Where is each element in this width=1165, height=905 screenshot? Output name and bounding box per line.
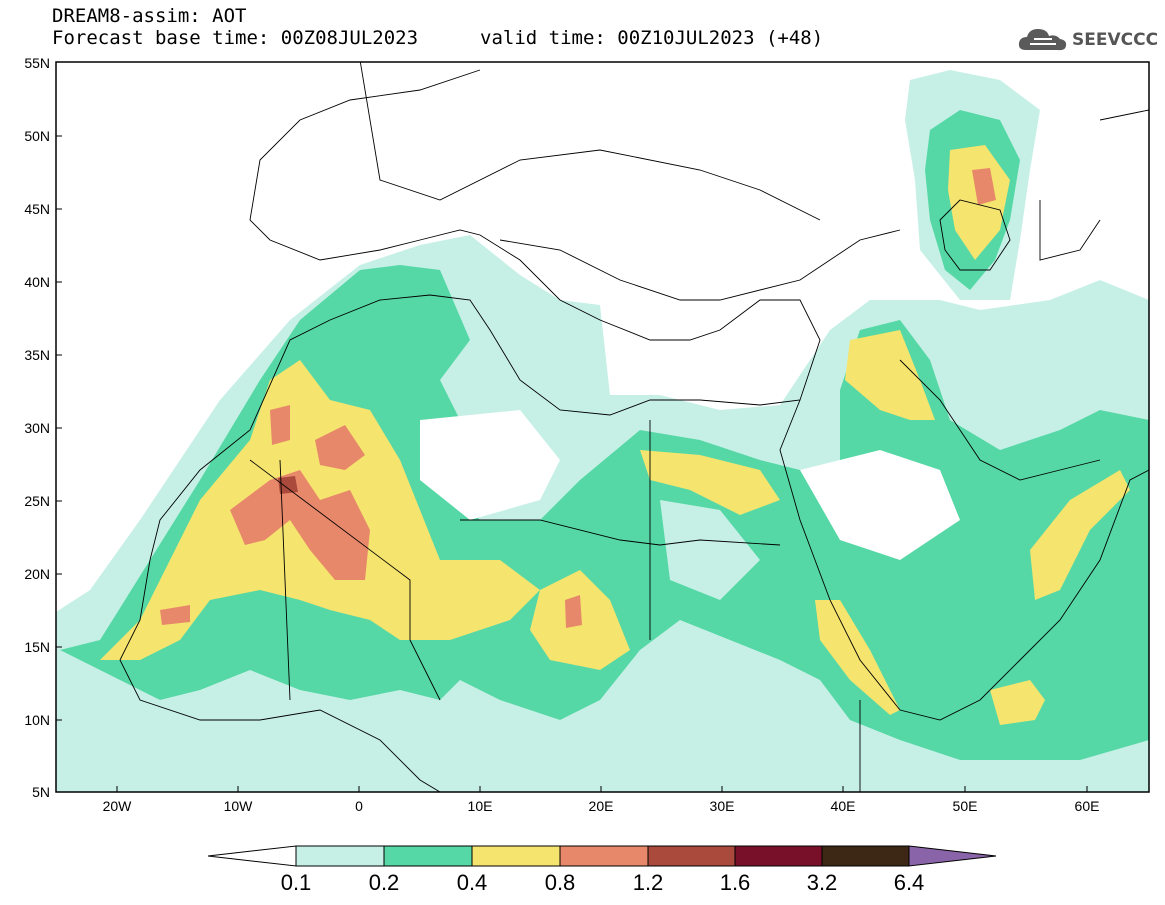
- lat-label: 45N: [24, 201, 50, 217]
- colorbar-high-arrow: [908, 845, 997, 867]
- forecast-base-time: Forecast base time: 00Z08JUL2023: [52, 27, 419, 49]
- lat-label: 5N: [32, 784, 50, 800]
- colorbar-bin: [383, 845, 473, 867]
- lat-label: 30N: [24, 420, 50, 436]
- coastlines: [119, 62, 1149, 792]
- colorbar-low-arrow: [207, 845, 297, 867]
- lon-label: 60E: [1074, 798, 1100, 814]
- lon-label: 40E: [830, 798, 856, 814]
- colorbar-label: 0.8: [544, 870, 576, 895]
- seevccc-logo: SEEVCCC: [1016, 24, 1159, 56]
- cloud-icon: [1018, 29, 1067, 51]
- colorbar-label: 1.6: [719, 870, 751, 895]
- axis-ticks: [56, 135, 1088, 792]
- map-title: DREAM8-assim: AOT: [52, 5, 247, 27]
- colorbar-label: 0.2: [368, 870, 400, 895]
- lon-label: 10E: [467, 798, 493, 814]
- colorbar-label: 0.4: [456, 870, 488, 895]
- lat-label: 25N: [24, 493, 50, 509]
- lon-label: 50E: [952, 798, 978, 814]
- colorbar-bin: [821, 845, 910, 867]
- colorbar: [207, 845, 997, 867]
- lat-label: 10N: [24, 712, 50, 728]
- colorbar-label: 3.2: [806, 870, 838, 895]
- colorbar-bin: [471, 845, 561, 867]
- colorbar-label: 1.2: [632, 870, 664, 895]
- lon-label: 20E: [588, 798, 614, 814]
- colorbar-label: 0.1: [280, 870, 312, 895]
- colorbar-bin: [647, 845, 736, 867]
- colorbar-label: 6.4: [893, 870, 925, 895]
- lon-label: 30E: [709, 798, 735, 814]
- colorbar-bin: [295, 845, 385, 867]
- lon-label: 0: [355, 798, 363, 814]
- lon-label: 20W: [102, 798, 132, 814]
- lat-label: 55N: [24, 55, 50, 71]
- lat-label: 35N: [24, 347, 50, 363]
- lat-label: 15N: [24, 639, 50, 655]
- logo-text: SEEVCCC: [1072, 30, 1159, 50]
- aot-field: [56, 62, 1149, 792]
- lat-label: 50N: [24, 128, 50, 144]
- colorbar-bin: [559, 845, 649, 867]
- lon-label: 10W: [223, 798, 253, 814]
- map-frame: [55, 61, 1150, 793]
- lat-label: 20N: [24, 566, 50, 582]
- valid-time: valid time: 00Z10JUL2023 (+48): [480, 27, 824, 49]
- aot-contour-salmon: [230, 470, 370, 580]
- lat-label: 40N: [24, 274, 50, 290]
- colorbar-bin: [734, 845, 823, 867]
